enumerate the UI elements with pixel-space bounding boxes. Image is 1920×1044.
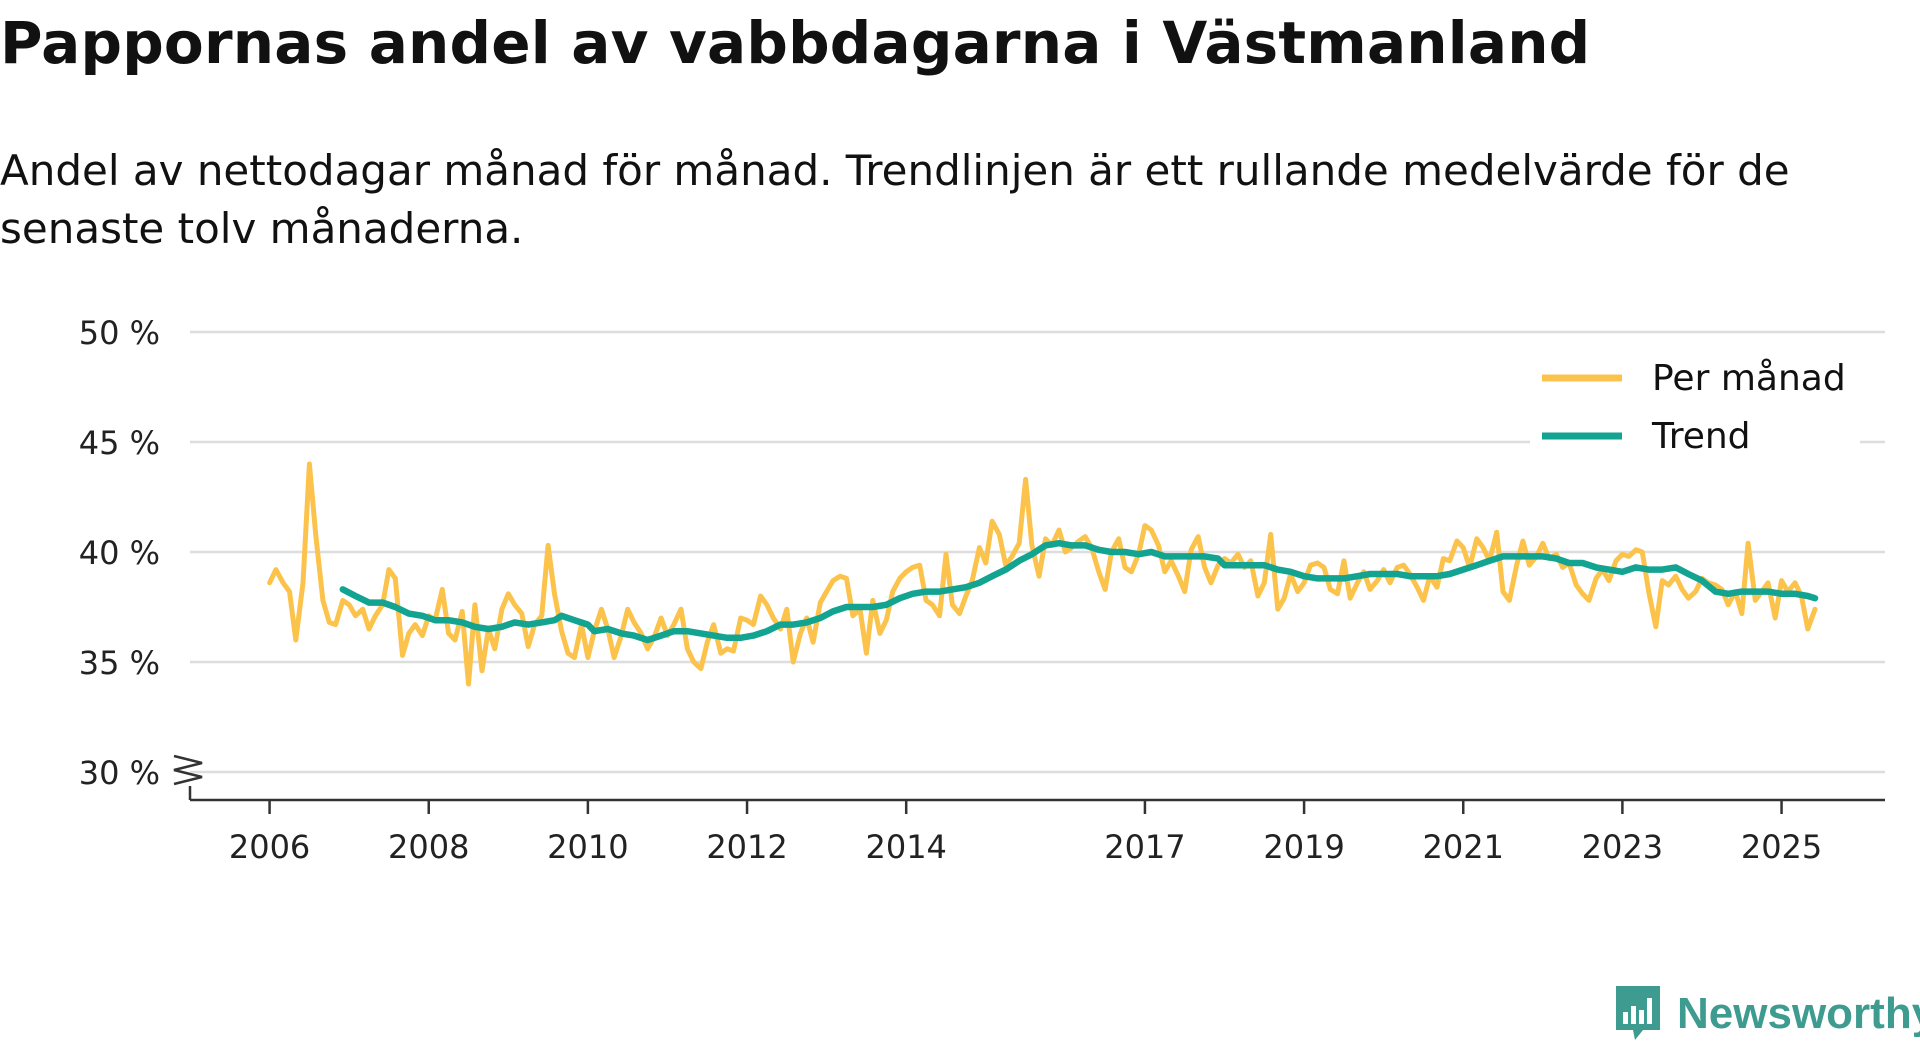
y-tick-label: 35 % <box>79 644 160 682</box>
series-line-per-manad <box>267 461 1818 687</box>
x-tick-label: 2008 <box>388 828 469 866</box>
chart-subtitle: Andel av nettodagar månad för månad. Tre… <box>0 146 1790 253</box>
y-tick-label: 40 % <box>79 534 160 572</box>
newsworthy-logo-icon <box>1616 986 1660 1040</box>
brand-name: Newsworthy <box>1677 989 1920 1038</box>
axis-break-icon <box>173 754 203 786</box>
series <box>267 461 1819 687</box>
y-tick-label: 30 % <box>79 754 160 792</box>
x-tick-label: 2006 <box>229 828 310 866</box>
x-tick-label: 2017 <box>1104 828 1185 866</box>
y-tick-label: 50 % <box>79 314 160 352</box>
axes: 30 % 35 % 40 % 45 % 50 % 2006 2008 2010 2012 2014… <box>79 314 1885 866</box>
legend-label: Per månad <box>1652 358 1846 399</box>
x-tick-label: 2025 <box>1741 828 1822 866</box>
chart-title: Pappornas andel av vabbdagarna i Västman… <box>0 9 1591 77</box>
x-tick-label: 2023 <box>1582 828 1663 866</box>
newsworthy-logo[interactable]: Newsworthy <box>1613 984 1920 1044</box>
x-tick-label: 2021 <box>1423 828 1504 866</box>
legend-label: Trend <box>1651 416 1751 457</box>
y-tick-label: 45 % <box>79 424 160 462</box>
x-tick-label: 2019 <box>1263 828 1344 866</box>
x-tick-label: 2012 <box>706 828 787 866</box>
legend: Per månad Trend <box>1530 358 1860 480</box>
line-chart: 30 % 35 % 40 % 45 % 50 % 2006 2008 2010 2012 2014… <box>79 314 1885 866</box>
x-tick-label: 2014 <box>865 828 946 866</box>
x-tick-label: 2010 <box>547 828 628 866</box>
series-line-trend <box>339 539 1819 644</box>
